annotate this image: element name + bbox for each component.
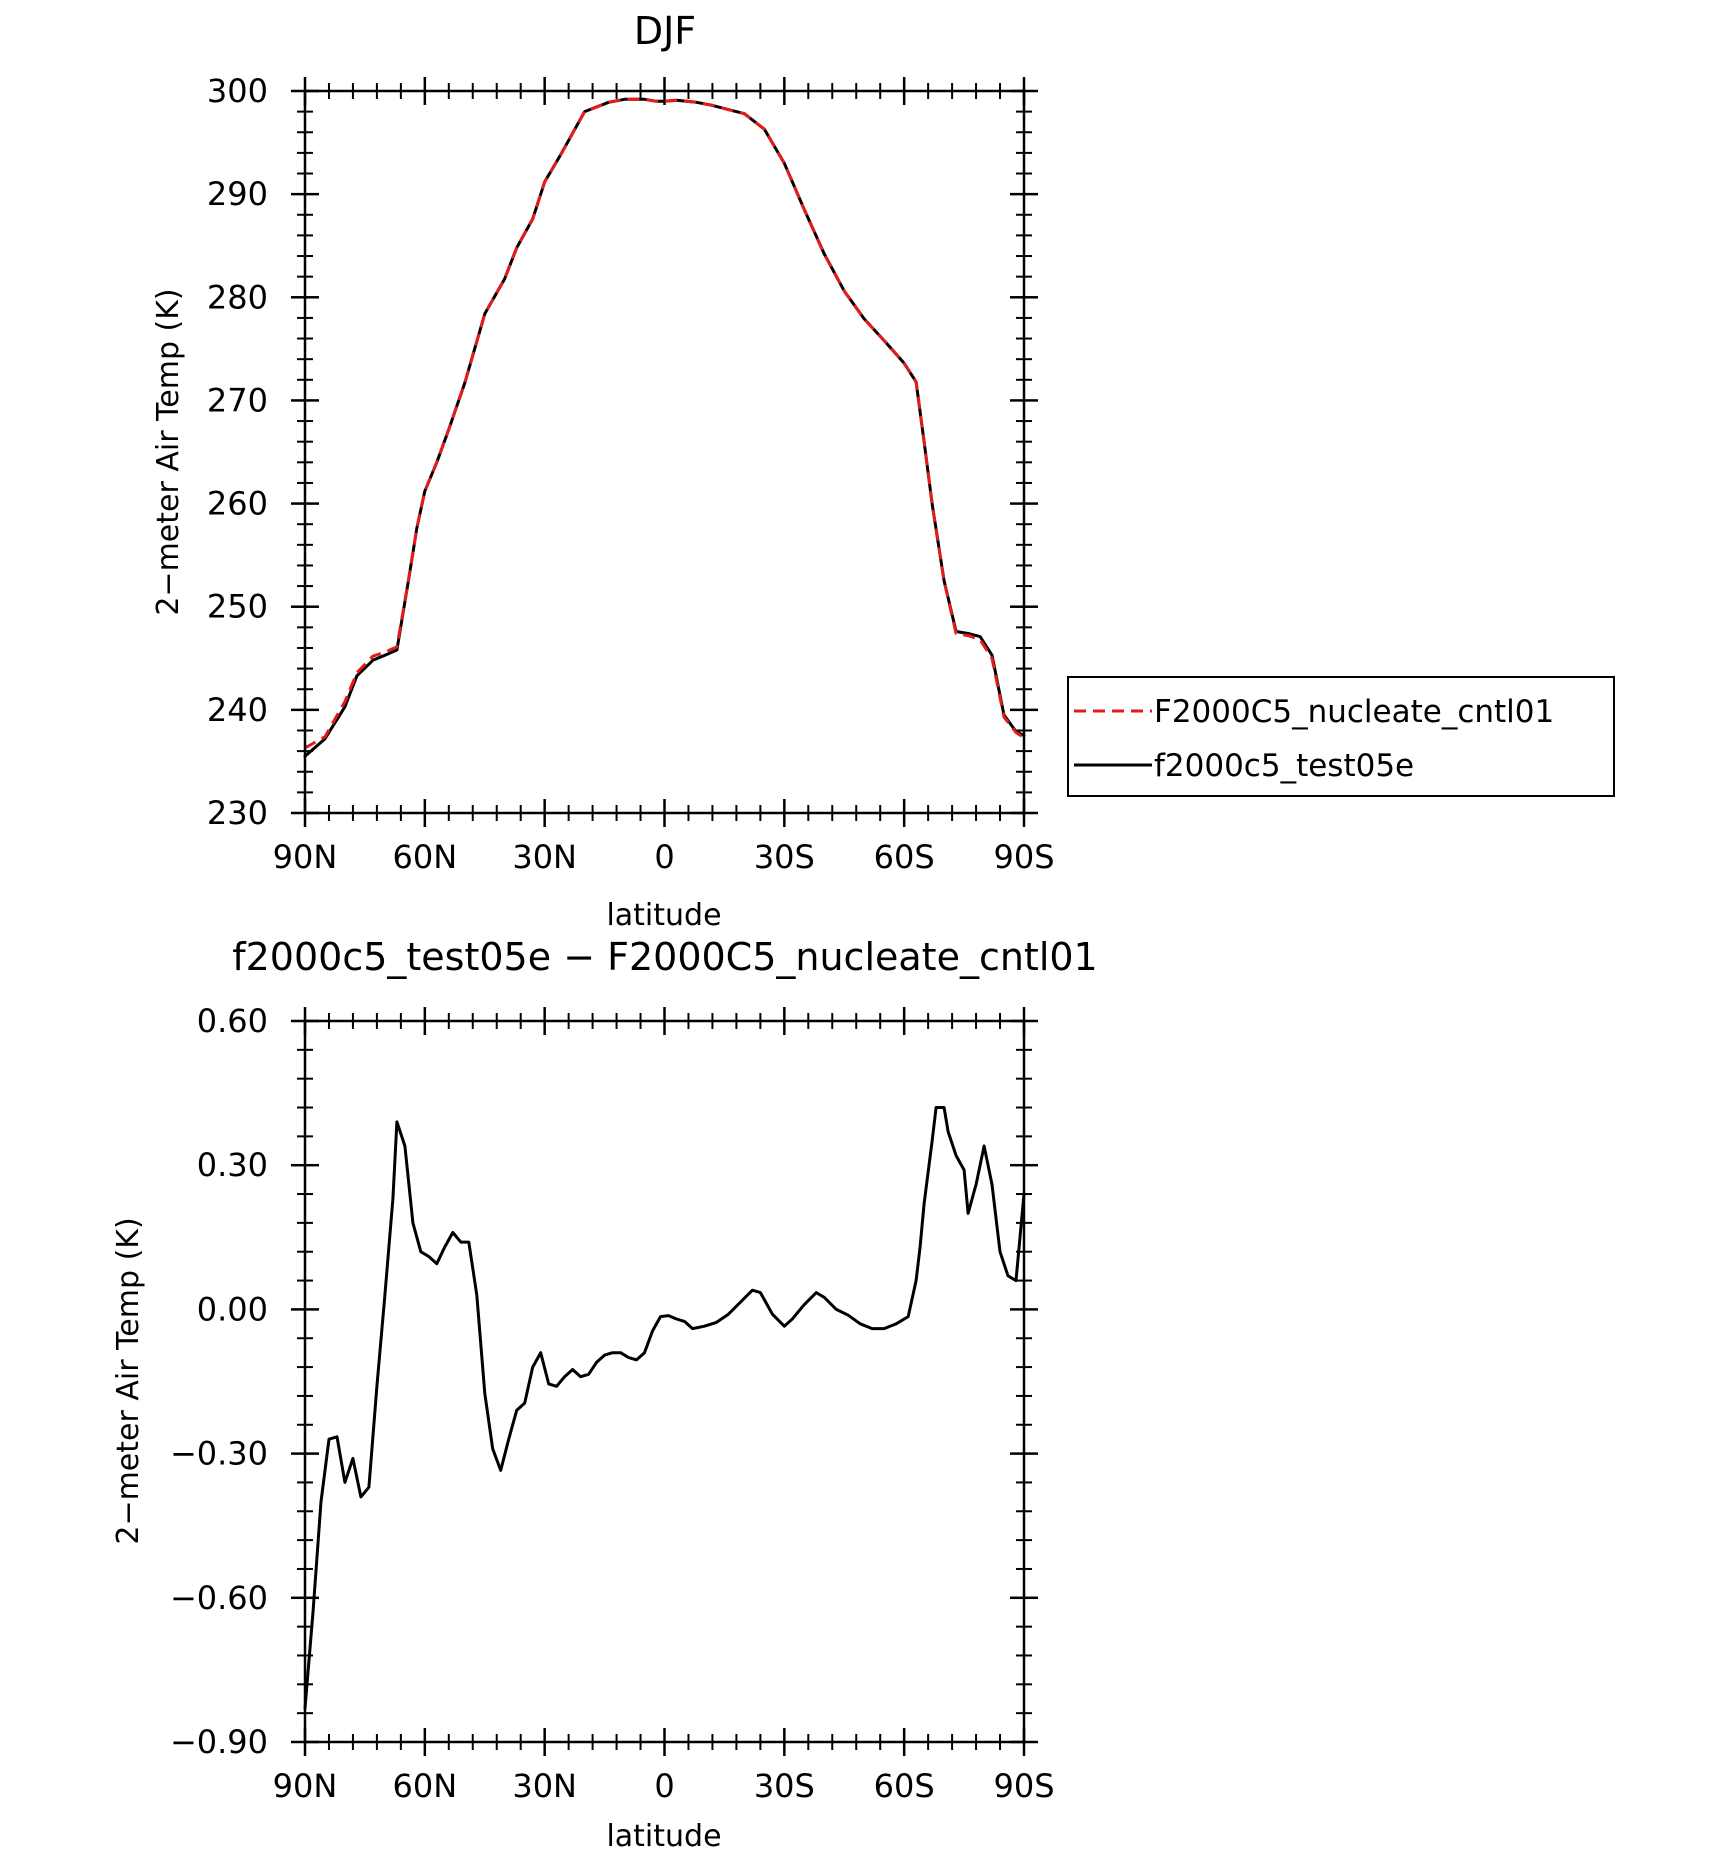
plot-frame [303,89,1026,815]
legend-label-cntl01: F2000C5_nucleate_cntl01 [1154,694,1554,730]
y-tick-label: 0.30 [197,1146,268,1184]
y-tick-label: 0.00 [197,1290,268,1328]
y-tick-label: 260 [207,485,268,523]
y-tick-label: 300 [207,72,268,110]
tick-marks [291,77,1038,827]
y-tick-label: −0.30 [170,1435,268,1473]
y-tick-label: 290 [207,175,268,213]
y-tick-label: 230 [207,794,268,832]
x-tick-label: 90N [273,1767,338,1805]
x-tick-label: 60N [393,1767,458,1805]
tick-marks [291,1007,1038,1756]
plot-frame [303,1019,1026,1744]
x-axis-label: latitude [606,1819,721,1850]
x-tick-label: 30S [754,838,815,876]
x-tick-label: 60S [874,838,935,876]
chart-title: f2000c5_test05e − F2000C5_nucleate_cntl0… [232,935,1097,979]
x-tick-label: 30S [754,1767,815,1805]
x-tick-label: 0 [654,838,674,876]
x-tick-labels: 90N 60N 30N 0 30S 60S 90S [273,838,1055,876]
legend-label-test05e: f2000c5_test05e [1154,748,1414,784]
x-tick-label: 90N [273,838,338,876]
y-axis-label: 2−meter Air Temp (K) [151,288,186,615]
y-tick-labels: 300 290 280 270 260 250 240 230 [207,72,268,832]
chart-title: DJF [634,9,696,53]
y-tick-label: −0.60 [170,1579,268,1617]
x-tick-label: 90S [993,838,1054,876]
series-lines [303,97,1026,758]
y-tick-label: 280 [207,278,268,316]
series-line-f2000c5_test05e [303,97,1026,758]
y-axis-label: 2−meter Air Temp (K) [111,1217,146,1544]
x-tick-label: 60N [393,838,458,876]
x-tick-label: 90S [993,1767,1054,1805]
x-axis-label: latitude [606,898,721,933]
x-tick-label: 60S [874,1767,935,1805]
y-tick-labels: 0.60 0.30 0.00 −0.30 −0.60 −0.90 [170,1002,268,1761]
y-tick-label: 270 [207,381,268,419]
y-tick-label: 0.60 [197,1002,268,1040]
panel-bottom-difference: f2000c5_test05e − F2000C5_nucleate_cntl0… [111,935,1098,1850]
x-tick-labels: 90N 60N 30N 0 30S 60S 90S [273,1767,1055,1805]
x-tick-label: 30N [512,838,577,876]
legend-box [1067,676,1615,797]
x-tick-label: 0 [654,1767,674,1805]
y-tick-label: −0.90 [170,1723,268,1761]
y-tick-label: 240 [207,691,268,729]
x-tick-label: 30N [512,1767,577,1805]
series-line-difference [303,1106,1026,1710]
panel-top-temperature: DJF 90N 60N 30N 0 30S 60S 90S 300 290 280 270 260 2… [151,9,1615,933]
legend: F2000C5_nucleate_cntl01 f2000c5_test05e [1067,676,1615,797]
y-tick-label: 250 [207,588,268,626]
series-line-f2000c5_nucleate_cntl01 [304,97,1025,750]
series-lines [303,1106,1026,1710]
